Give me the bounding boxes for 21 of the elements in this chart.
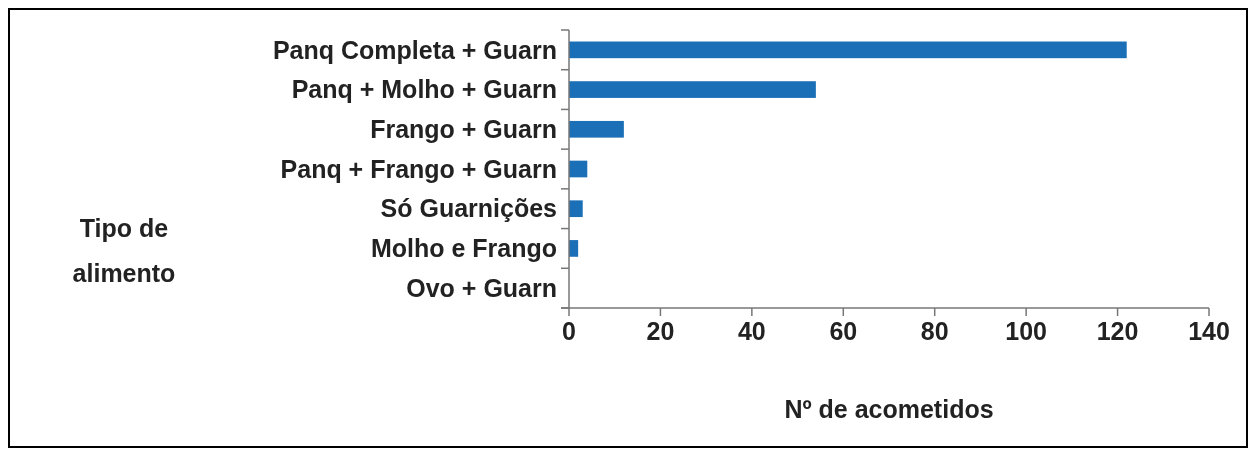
x-tick-label: 40 <box>737 317 766 345</box>
y-tick-label: Molho e Frango <box>370 234 557 263</box>
y-tick-label: Panq + Molho + Guarn <box>291 75 557 104</box>
x-tick-label: 140 <box>1188 317 1230 345</box>
bar <box>569 120 624 138</box>
y-tick-label: Ovo + Guarn <box>406 273 557 302</box>
x-tick-label: 100 <box>1005 317 1047 345</box>
y-tick-label: Frango + Guarn <box>370 115 557 144</box>
y-axis-title: Tipo de alimento <box>72 213 176 287</box>
y-tick-label: Panq + Frango + Guarn <box>280 154 557 183</box>
x-tick-label: 60 <box>829 317 858 345</box>
x-tick-label: 120 <box>1096 317 1139 345</box>
bar <box>569 81 816 98</box>
bar <box>569 41 1127 59</box>
y-tick-label: Só Guarnições <box>380 194 557 223</box>
x-axis-title: Nº de acometidos <box>784 395 994 423</box>
x-tick-label: 20 <box>646 317 675 345</box>
bar <box>569 200 583 218</box>
x-tick-label: 80 <box>920 317 949 345</box>
y-tick-label: Panq Completa + Guarn <box>272 35 557 64</box>
x-tick-label: 0 <box>562 317 576 345</box>
